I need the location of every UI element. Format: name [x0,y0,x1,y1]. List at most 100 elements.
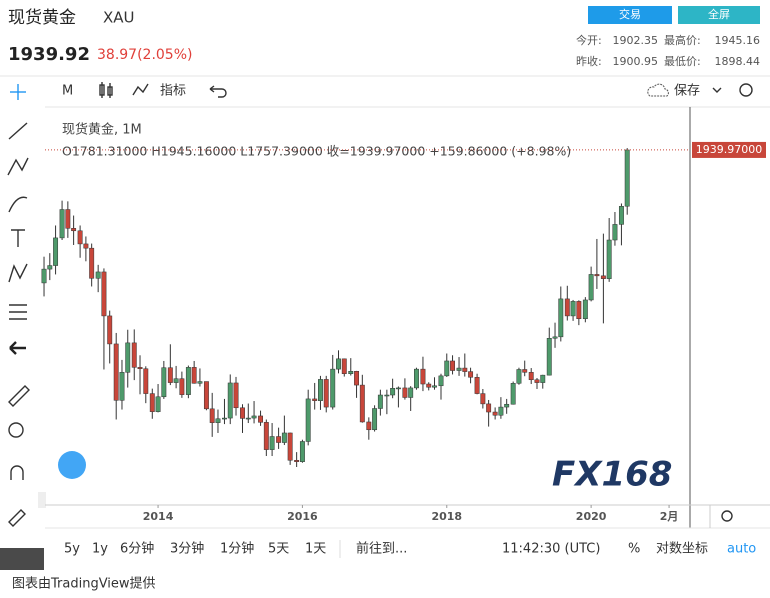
footer-bg [0,572,770,598]
candle-body [215,418,221,423]
candle-body [492,411,498,416]
candle-body [528,372,534,381]
candle-body [402,387,408,398]
candle-body [348,370,354,374]
candle-body [576,301,582,320]
crosshair-icon[interactable] [10,84,26,100]
indicator-icon[interactable] [132,83,149,96]
settings-icon[interactable] [739,83,753,97]
auto-toggle[interactable]: auto [727,542,756,557]
percent-toggle[interactable]: % [628,542,640,557]
range-button[interactable]: 5y [64,542,80,557]
candle-body [408,387,414,398]
candle-body [240,407,245,419]
trade-button-label[interactable]: 交易 [619,7,641,21]
candle-body [504,403,510,408]
candle-type-icon[interactable] [99,82,113,98]
save-menu-icon[interactable] [712,87,722,93]
x-tick-label: 2020 [576,510,607,523]
candle-body [59,209,65,239]
candle-body [341,358,347,374]
candle-body [510,383,516,405]
x-tick-label: 2016 [287,510,318,523]
trash-tool[interactable] [0,548,44,570]
range-button[interactable]: 1天 [305,542,326,557]
fullscreen-button-label[interactable]: 全屏 [708,7,730,21]
range-button[interactable]: 1y [92,542,108,557]
text-tool[interactable] [11,229,25,247]
save-button[interactable]: 保存 [674,84,700,99]
price: 1939.92 [8,44,90,65]
candle-body [426,383,432,388]
candle-body [113,343,119,401]
candle-body [480,393,486,405]
fullscreen-button[interactable] [678,6,760,24]
candle-body [263,422,269,450]
candle-body [336,358,341,370]
candle-body [65,209,71,229]
candle-body [71,228,77,232]
indicators-button[interactable]: 指标 [160,84,186,99]
ruler-tool[interactable] [8,385,30,407]
stat-value: 1898.44 [715,55,761,68]
candle-body [588,274,594,301]
candle-body [294,460,300,462]
trendline-tool[interactable] [8,122,28,140]
axis-settings-icon[interactable] [721,510,733,522]
candle-body [372,408,378,431]
stat-value: 1945.16 [715,34,761,47]
candle-body [287,432,293,461]
stat-label: 最高价: [664,33,701,47]
stat-label: 最低价: [664,55,701,68]
ohlc-legend: O1781.31000 H1945.16000 L1757.39000 收=19… [62,144,571,159]
range-button[interactable]: 6分钟 [120,541,154,557]
tv-logo [58,451,86,479]
candle-body [354,370,359,386]
candle-body [89,247,95,279]
goto-button[interactable]: 前往到... [356,541,407,557]
candle-body [167,367,173,383]
range-button[interactable]: 1分钟 [220,541,254,557]
candle-body [191,367,197,384]
candle-body [185,367,191,395]
magnet-tool[interactable] [10,465,24,480]
measure-tool[interactable] [9,304,27,320]
candle-body [281,432,287,443]
collapse-toolbar[interactable] [38,492,46,508]
last-price-label: 1939.97000 [696,143,762,156]
candle-body [618,206,624,225]
candle-body [540,374,546,383]
clock: 11:42:30 (UTC) [502,542,600,557]
candle-body [161,367,167,398]
brush-tool[interactable] [8,196,28,213]
log-toggle[interactable]: 对数坐标 [656,542,708,557]
candle-body [390,388,396,396]
candle-body [53,237,59,266]
candle-body [624,149,630,207]
candle-body [384,394,390,397]
candle-body [558,298,564,338]
interval-button[interactable]: M [62,84,73,99]
lock-tool[interactable] [8,509,26,527]
chart-title: 现货黄金, 1M [62,122,142,138]
pattern-tool[interactable] [8,263,28,283]
cloud-icon[interactable] [647,83,669,97]
back-tool[interactable] [9,341,26,355]
candle-body [173,378,179,383]
trade-button[interactable] [588,6,672,24]
candle-body [222,417,227,420]
candle-body [474,377,480,394]
candle-body [47,265,53,270]
zoom-tool[interactable] [8,422,24,438]
candle-body [594,274,600,277]
candle-body [486,403,492,413]
range-button[interactable]: 5天 [268,542,289,557]
range-button[interactable]: 3分钟 [170,541,204,557]
candle-body [95,271,101,279]
candle-body [107,315,113,345]
candle-body [600,275,606,279]
candle-body [299,441,305,462]
candle-body [227,382,233,419]
undo-icon[interactable] [209,85,227,98]
fib-tool[interactable] [7,157,29,176]
